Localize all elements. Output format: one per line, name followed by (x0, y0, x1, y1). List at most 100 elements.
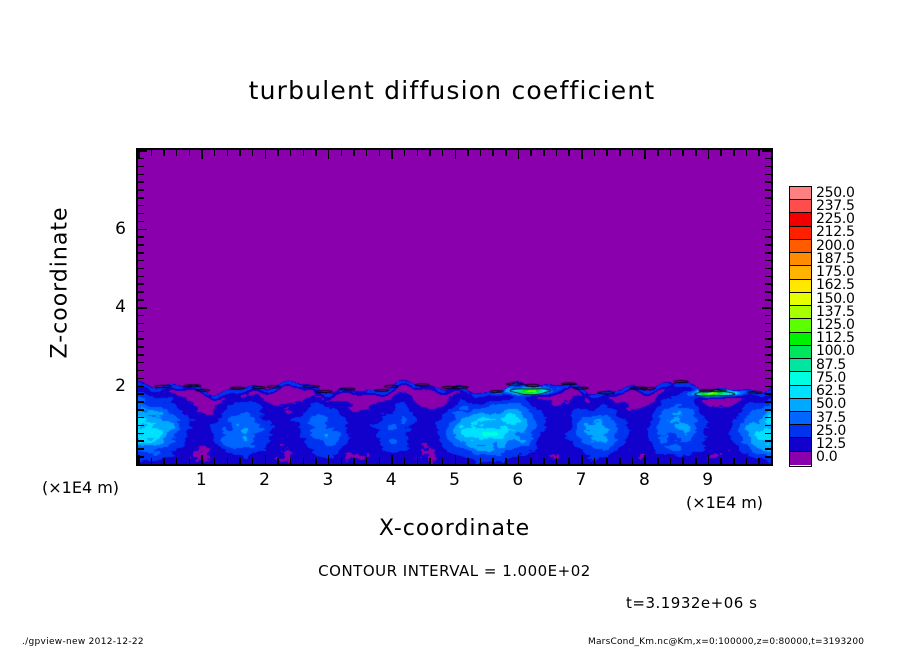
colorbar-level-label: 50.0 (816, 396, 846, 413)
axis-tick (765, 385, 771, 387)
axis-tick (765, 283, 771, 285)
axis-tick (720, 458, 722, 464)
axis-tick (492, 458, 494, 464)
colorbar-swatch (790, 359, 811, 373)
axis-tick (138, 252, 144, 254)
axis-tick (765, 291, 771, 293)
axis-tick (619, 150, 621, 156)
axis-tick (762, 464, 771, 466)
axis-tick (138, 455, 140, 464)
axis-tick (429, 458, 431, 464)
x-tick-label: 4 (385, 470, 397, 490)
axis-tick (138, 393, 144, 395)
colorbar-swatch (790, 239, 811, 254)
axis-tick (555, 150, 558, 156)
x-tick-label: 7 (575, 470, 587, 490)
axis-tick (479, 458, 482, 464)
colorbar-swatch (790, 411, 811, 426)
time-stamp: t=3.1932e+06 s (626, 594, 758, 612)
page-title: turbulent diffusion coefficient (248, 76, 656, 105)
axis-tick (765, 440, 771, 442)
axis-tick (758, 458, 760, 464)
axis-tick (765, 173, 771, 176)
axis-tick (762, 150, 771, 152)
axis-tick (251, 150, 254, 156)
axis-tick (138, 291, 144, 293)
axis-tick (765, 338, 771, 340)
axis-tick (138, 440, 144, 442)
axis-tick (669, 150, 672, 156)
axis-tick (765, 236, 771, 238)
axis-tick (765, 165, 771, 168)
colorbar-level-label: 250.0 (816, 184, 855, 201)
axis-tick (213, 150, 216, 156)
axis-tick (138, 314, 144, 317)
axis-tick (454, 455, 456, 464)
colorbar-swatch (790, 187, 811, 201)
axis-tick (765, 377, 771, 380)
axis-tick (765, 330, 771, 333)
axis-tick (707, 455, 710, 464)
colorbar-level-label: 225.0 (816, 211, 855, 228)
axis-tick (138, 432, 144, 435)
colorbar-swatch (790, 253, 811, 267)
axis-tick (517, 150, 520, 159)
colorbar-level-label: 187.5 (816, 250, 855, 267)
plot-area[interactable] (136, 148, 773, 466)
axis-tick (765, 416, 771, 419)
axis-tick (568, 458, 570, 464)
axis-tick (239, 458, 241, 464)
axis-tick (138, 228, 147, 230)
axis-tick (765, 432, 771, 435)
axis-tick (188, 150, 191, 156)
axis-tick (416, 458, 419, 464)
axis-tick (138, 212, 144, 215)
colorbar-swatch (790, 451, 811, 465)
axis-tick (695, 458, 697, 464)
axis-tick (745, 150, 748, 156)
axis-tick (163, 458, 165, 464)
axis-tick (302, 150, 305, 156)
heatmap-field (138, 150, 771, 464)
axis-tick (765, 252, 771, 254)
axis-tick (765, 189, 771, 191)
colorbar-swatch (790, 385, 811, 399)
axis-tick (327, 455, 330, 464)
colorbar-level-label: 62.5 (816, 383, 846, 400)
axis-tick (138, 204, 144, 207)
axis-tick (762, 228, 771, 230)
axis-tick (138, 307, 147, 309)
x-tick-label: 5 (449, 470, 460, 490)
axis-tick (429, 150, 431, 156)
axis-tick (765, 409, 771, 411)
axis-tick (631, 458, 634, 464)
axis-tick (264, 455, 267, 464)
axis-tick (138, 150, 140, 159)
axis-tick (138, 283, 144, 285)
axis-tick (138, 401, 144, 403)
axis-tick (201, 455, 203, 464)
axis-tick (657, 458, 659, 464)
axis-tick (138, 244, 144, 246)
axis-tick (619, 458, 621, 464)
axis-tick (365, 458, 368, 464)
y-axis-unit-label: (×1E4 m) (42, 478, 120, 497)
footer-source: MarsCond_Km.nc@Km,x=0:100000,z=0:80000,t… (588, 637, 865, 647)
x-tick-label: 9 (702, 470, 714, 490)
axis-tick (138, 409, 144, 411)
axis-tick (277, 458, 279, 464)
axis-tick (771, 455, 773, 464)
colorbar-swatch (790, 372, 811, 386)
axis-tick (765, 181, 771, 183)
axis-tick (467, 150, 469, 156)
axis-tick (213, 458, 216, 464)
colorbar[interactable] (789, 186, 812, 467)
axis-tick (758, 150, 760, 156)
axis-tick (340, 458, 343, 464)
axis-tick (138, 464, 147, 466)
axis-tick (138, 377, 144, 380)
axis-tick (138, 157, 144, 160)
axis-tick (631, 150, 634, 156)
axis-tick (150, 458, 153, 464)
axis-tick (138, 338, 144, 340)
